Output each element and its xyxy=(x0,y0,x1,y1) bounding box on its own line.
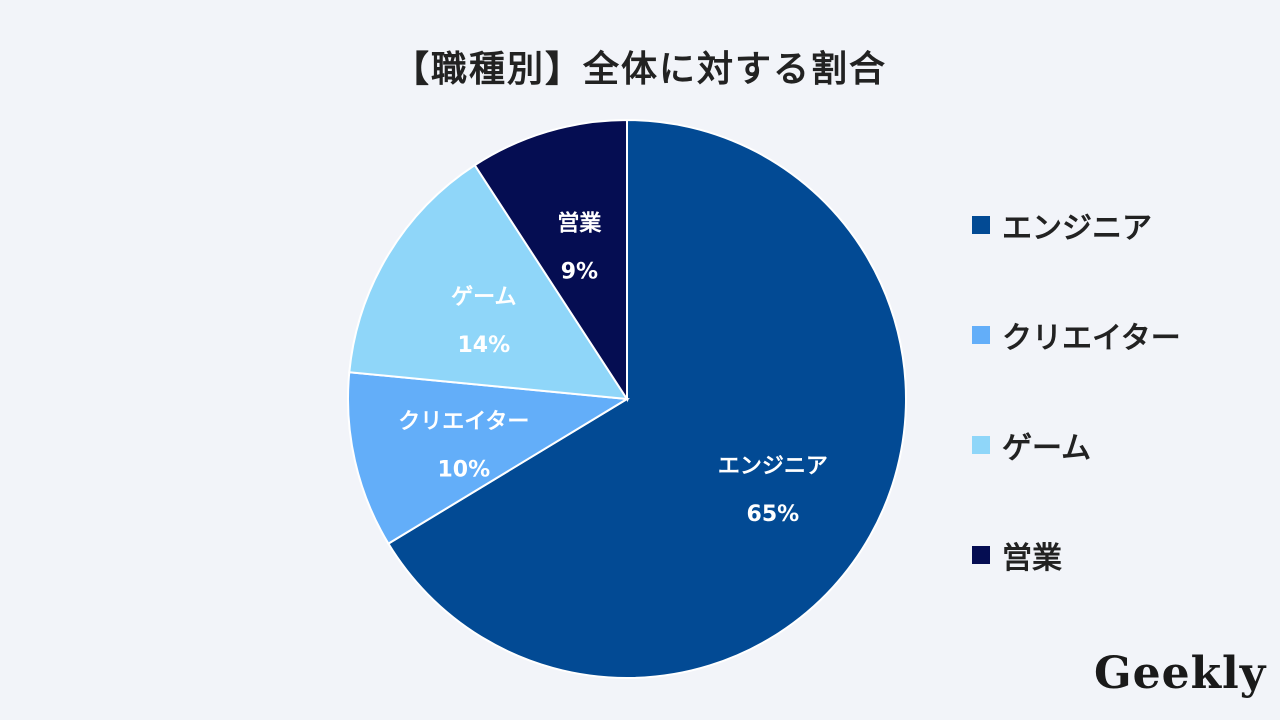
pie-slice-engineer xyxy=(387,118,907,679)
slice-value-creator: 10% xyxy=(437,457,490,482)
chart-title: 【職種別】全体に対する割合 xyxy=(392,49,887,90)
chart-legend: エンジニア クリエイター ゲーム 営業 xyxy=(972,198,1181,638)
legend-label-sales: 営業 xyxy=(1002,541,1062,576)
legend-label-creator: クリエイター xyxy=(1002,321,1181,356)
slice-value-engineer: 65% xyxy=(747,502,800,527)
slice-label-game: ゲーム xyxy=(451,285,516,310)
slice-label-creator: クリエイター xyxy=(398,409,529,434)
legend-item-engineer: エンジニア xyxy=(972,198,1181,252)
legend-item-creator: クリエイター xyxy=(972,308,1181,362)
slice-value-sales: 9% xyxy=(561,260,598,285)
pie-slice-creator xyxy=(347,371,631,546)
legend-swatch-sales xyxy=(972,546,990,564)
legend-label-engineer: エンジニア xyxy=(1002,211,1152,246)
pie-slice-sales xyxy=(473,118,628,403)
slice-label-sales: 営業 xyxy=(557,211,602,237)
legend-swatch-engineer xyxy=(972,216,990,234)
geekly-logo: Geekly xyxy=(1094,648,1267,699)
legend-item-game: ゲーム xyxy=(972,418,1181,472)
slice-value-game: 14% xyxy=(458,333,511,358)
legend-label-game: ゲーム xyxy=(1002,431,1092,466)
legend-swatch-game xyxy=(972,436,990,454)
slice-label-engineer: エンジニア xyxy=(718,454,828,479)
legend-item-sales: 営業 xyxy=(972,528,1181,582)
pie-slice-game xyxy=(348,163,629,401)
legend-swatch-creator xyxy=(972,326,990,344)
